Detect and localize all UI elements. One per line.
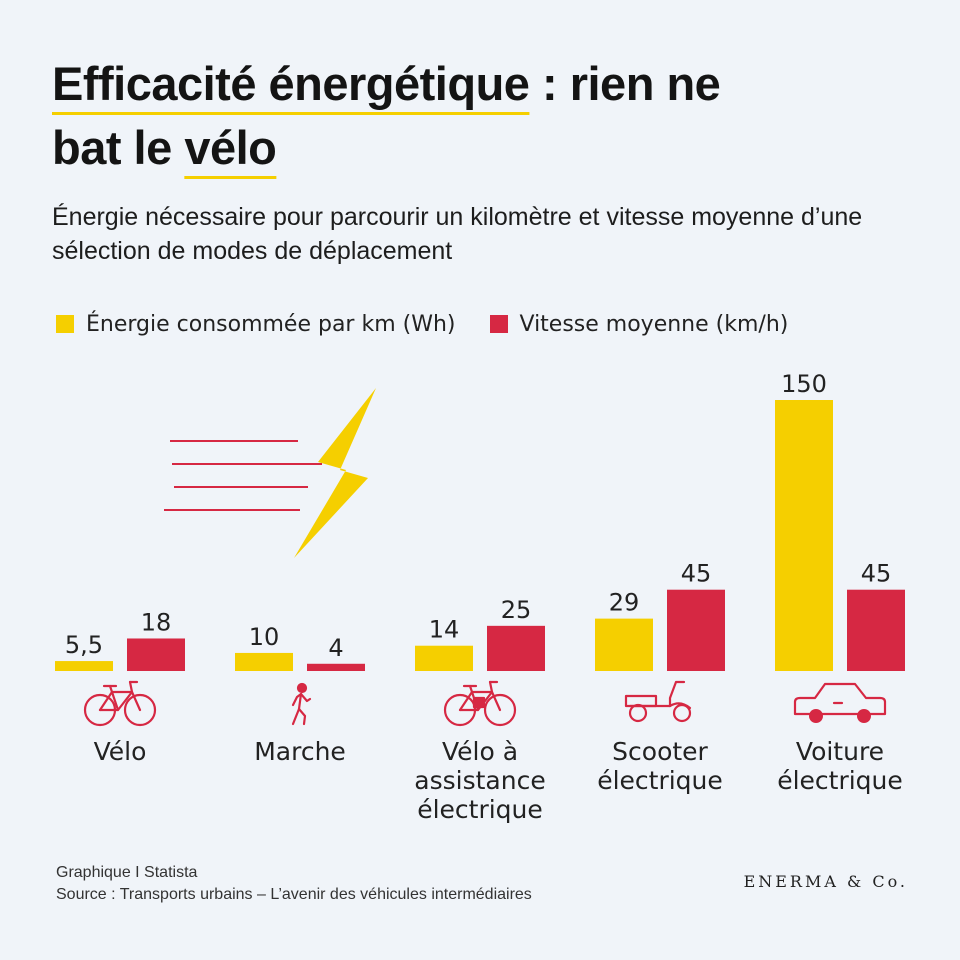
bicycle-icon <box>83 680 157 727</box>
bars-group: 5,5 18 10 4 14 25 29 45 150 45 <box>55 370 905 671</box>
brand-logo: ENERMA & Co. <box>743 872 908 891</box>
legend-swatch-energy <box>56 315 74 333</box>
data-label-speed: 45 <box>861 560 892 588</box>
bar-energy <box>415 645 473 671</box>
bar-speed <box>667 589 725 671</box>
electric-bicycle-icon <box>443 680 517 727</box>
scooter-icon <box>624 680 692 723</box>
data-label-speed: 18 <box>141 608 172 636</box>
category-label: Marche <box>254 737 346 766</box>
lightning-bolt-icon <box>164 388 376 558</box>
data-label-energy: 14 <box>429 616 460 644</box>
data-label-energy: 150 <box>781 370 827 398</box>
footer-source: Source : Transports urbains – L’avenir d… <box>56 886 532 903</box>
chart-title: Efficacité énergétique : rien ne bat le … <box>52 52 912 180</box>
data-label-energy: 29 <box>609 589 640 617</box>
car-icon <box>793 682 887 723</box>
data-label-speed: 25 <box>501 596 532 624</box>
title-part: bat le <box>52 121 185 174</box>
legend-item-speed: Vitesse moyenne (km/h) <box>489 311 789 337</box>
bar-energy <box>775 400 833 671</box>
data-label-energy: 5,5 <box>65 631 103 659</box>
legend-swatch-speed <box>489 315 508 333</box>
data-label-speed: 4 <box>328 634 343 662</box>
legend-label-energy: Énergie consommée par km (Wh) <box>86 311 456 337</box>
legend-item-energy: Énergie consommée par km (Wh) <box>56 312 456 337</box>
bar-energy <box>235 652 293 671</box>
data-label-energy: 10 <box>249 623 280 651</box>
bar-chart: 5,5 18 10 4 14 25 29 45 150 45 Vélo Marche Vélo à as… <box>55 370 905 824</box>
category-label: Vélo <box>94 737 147 766</box>
walking-person-icon <box>291 682 312 726</box>
bar-speed <box>487 625 545 671</box>
title-part: : rien ne <box>529 57 721 110</box>
category-label: Vélo à assistance électrique <box>414 737 545 824</box>
bar-speed <box>307 663 365 671</box>
icons-group <box>83 680 887 727</box>
chart-legend: Énergie consommée par km (Wh) Vitesse mo… <box>56 308 822 340</box>
title-highlight: Efficacité énergétique <box>52 57 530 110</box>
footer: Graphique I Statista Source : Transports… <box>56 862 532 906</box>
footer-credit: Graphique I Statista <box>56 864 198 881</box>
bar-energy <box>595 618 653 671</box>
bar-energy <box>55 661 113 671</box>
category-label: Scooter électrique <box>597 737 723 795</box>
category-label: Voiture électrique <box>777 737 903 795</box>
data-label-speed: 45 <box>681 560 712 588</box>
bar-speed <box>847 589 905 671</box>
category-labels: Vélo Marche Vélo à assistance électrique Scoo… <box>94 737 903 824</box>
title-highlight: vélo <box>184 121 277 174</box>
legend-label-speed: Vitesse moyenne (km/h) <box>519 311 789 337</box>
bar-speed <box>127 638 185 671</box>
chart-subtitle: Énergie nécessaire pour parcourir un kil… <box>52 203 863 265</box>
